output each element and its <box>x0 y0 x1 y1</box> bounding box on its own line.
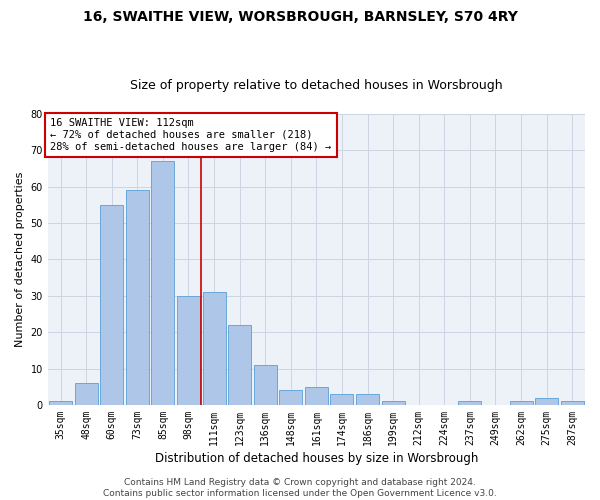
Text: Contains HM Land Registry data © Crown copyright and database right 2024.
Contai: Contains HM Land Registry data © Crown c… <box>103 478 497 498</box>
Bar <box>254 365 277 405</box>
Bar <box>331 394 353 405</box>
Bar <box>126 190 149 405</box>
Bar <box>458 402 481 405</box>
Bar <box>560 402 584 405</box>
Bar <box>151 162 175 405</box>
Bar <box>509 402 533 405</box>
Bar <box>203 292 226 405</box>
Bar <box>100 205 123 405</box>
Bar <box>177 296 200 405</box>
Text: 16 SWAITHE VIEW: 112sqm
← 72% of detached houses are smaller (218)
28% of semi-d: 16 SWAITHE VIEW: 112sqm ← 72% of detache… <box>50 118 332 152</box>
X-axis label: Distribution of detached houses by size in Worsbrough: Distribution of detached houses by size … <box>155 452 478 465</box>
Bar <box>535 398 558 405</box>
Bar <box>356 394 379 405</box>
Title: Size of property relative to detached houses in Worsbrough: Size of property relative to detached ho… <box>130 79 503 92</box>
Bar <box>382 402 404 405</box>
Text: 16, SWAITHE VIEW, WORSBROUGH, BARNSLEY, S70 4RY: 16, SWAITHE VIEW, WORSBROUGH, BARNSLEY, … <box>83 10 517 24</box>
Bar <box>49 402 72 405</box>
Bar <box>228 325 251 405</box>
Bar <box>305 387 328 405</box>
Y-axis label: Number of detached properties: Number of detached properties <box>15 172 25 347</box>
Bar <box>280 390 302 405</box>
Bar <box>74 383 98 405</box>
